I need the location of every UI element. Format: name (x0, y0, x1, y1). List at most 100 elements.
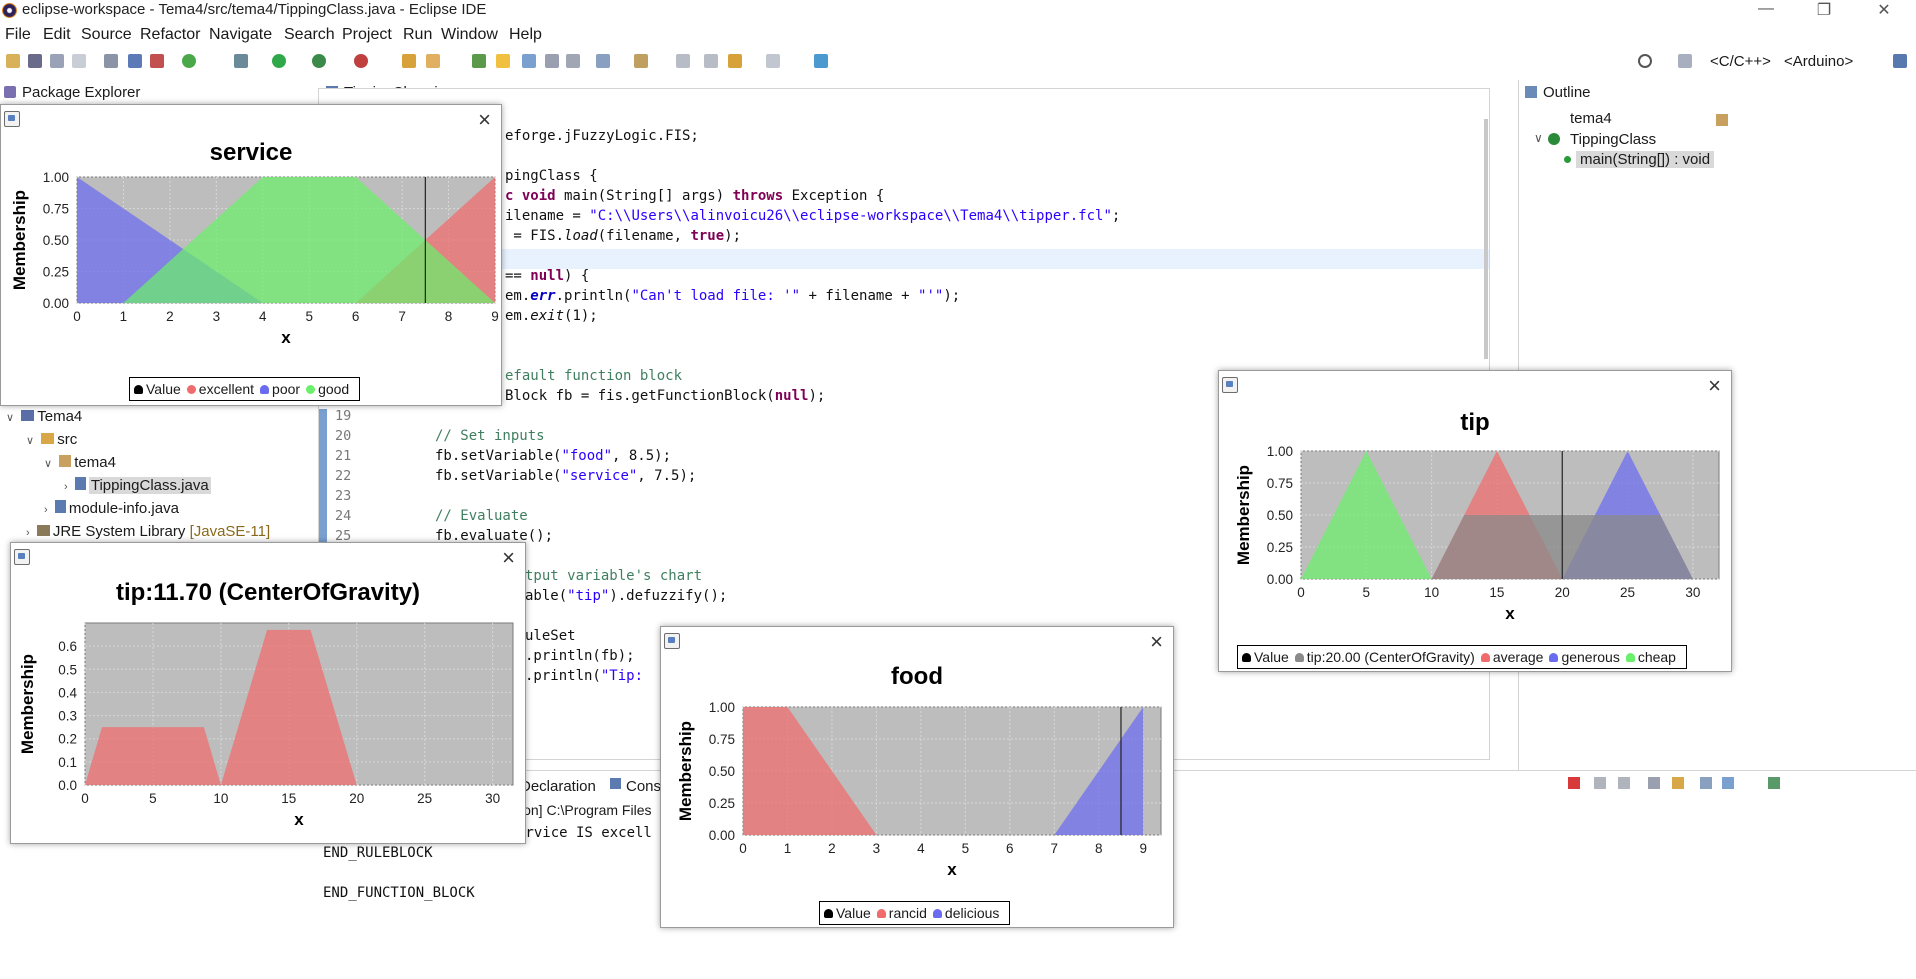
forward-arrow-icon[interactable] (766, 54, 780, 68)
tree-item-src[interactable]: ∨ src (26, 431, 78, 448)
block-selection-icon[interactable] (522, 54, 536, 68)
clear-console-icon[interactable] (1648, 777, 1660, 789)
java-file-icon (54, 500, 66, 513)
pin-console-icon[interactable] (1700, 777, 1712, 789)
build-icon[interactable] (104, 54, 118, 68)
package-icon (59, 455, 72, 467)
menu-file[interactable]: File (5, 26, 31, 43)
close-window-icon[interactable]: × (478, 107, 491, 132)
menu-edit[interactable]: Edit (43, 26, 71, 43)
last-edit-icon[interactable] (676, 54, 690, 68)
code-line: em.exit(1); (505, 308, 598, 324)
x-tick-label: 0 (81, 791, 89, 806)
package-explorer-title[interactable]: Package Explorer (22, 84, 141, 101)
search-toolbar-icon[interactable] (426, 54, 440, 68)
legend-swatch (1625, 652, 1635, 662)
code-line: eforge.jFuzzyLogic.FIS; (505, 128, 699, 144)
menu-help[interactable]: Help (509, 26, 542, 43)
tree-item-module-info[interactable]: › module-info.java (44, 500, 179, 517)
print-icon[interactable] (72, 54, 86, 68)
close-window-icon[interactable]: × (502, 545, 515, 570)
menu-run[interactable]: Run (403, 26, 433, 43)
legend-item: Value (824, 905, 871, 921)
save-all-icon[interactable] (50, 54, 64, 68)
remove-launch-icon[interactable] (1594, 777, 1606, 789)
back-icon[interactable] (704, 54, 718, 68)
perspective-arduino[interactable]: <Arduino> (1784, 53, 1854, 70)
legend-item: poor (260, 381, 300, 397)
coverage-icon[interactable] (312, 54, 326, 68)
code-line: em.err.println("Can't load file: '" + fi… (505, 288, 961, 304)
pin-editor-icon[interactable] (814, 54, 828, 68)
back-arrow-icon[interactable] (728, 54, 742, 68)
open-perspective-icon[interactable] (1678, 54, 1692, 68)
code-line: .println(fb); (525, 648, 635, 664)
open-type-icon[interactable] (402, 54, 416, 68)
outline-item-tippingclass[interactable]: TippingClass (1570, 131, 1657, 148)
terminate-icon[interactable] (1568, 777, 1580, 789)
line-number: 24 (335, 508, 352, 524)
expanded-chevron-icon[interactable]: ∨ (1534, 131, 1543, 145)
close-window-icon[interactable]: × (1150, 629, 1163, 654)
service-chart-window[interactable]: × service 0 1 2 3 4 5 6 7 8 9 0.00 0.25 0.50 0.75 1.00… (0, 104, 502, 406)
word-wrap-icon[interactable] (545, 54, 559, 68)
collapsed-chevron-icon: › (44, 504, 48, 516)
next-annotation-icon[interactable] (596, 54, 610, 68)
menu-source[interactable]: Source (81, 26, 132, 43)
show-console-icon[interactable] (1722, 777, 1734, 789)
show-whitespace-icon[interactable] (566, 54, 580, 68)
tree-item-tippingclass[interactable]: › TippingClass.java (64, 477, 211, 494)
java-file-icon (74, 477, 86, 490)
annotation-icon[interactable] (472, 54, 486, 68)
search-icon[interactable] (1638, 54, 1652, 68)
restore-icon[interactable]: ❐ (1816, 2, 1832, 19)
tree-item-tema4-package[interactable]: ∨ tema4 (44, 454, 116, 471)
method-icon (1564, 156, 1571, 163)
tip-chart-window[interactable]: × tip 0 5 10 15 20 25 30 0.00 0.25 0.50 0.75 1.00 x M… (1218, 370, 1732, 672)
menu-window[interactable]: Window (441, 26, 498, 43)
close-icon[interactable]: ✕ (1877, 2, 1891, 19)
chart-svg: 0 1 2 3 4 5 6 7 8 9 0.00 0.25 0.50 0.75 1.00 x Membershi… (10, 170, 499, 347)
debug-icon[interactable] (234, 54, 248, 68)
minimize-icon[interactable]: — (1758, 0, 1774, 17)
remove-all-icon[interactable] (1618, 777, 1630, 789)
line-number: 22 (335, 468, 352, 484)
food-chart-window[interactable]: × food 0 1 2 3 4 5 6 7 8 9 0.00 0.25 0.50 0.75 1.00 x Me… (660, 626, 1174, 928)
outline-title[interactable]: Outline (1543, 84, 1591, 101)
outline-icon (1525, 86, 1537, 98)
run-icon[interactable] (272, 54, 286, 68)
prev-annotation-icon[interactable] (634, 54, 648, 68)
tab-console[interactable]: Conso (626, 778, 670, 795)
scroll-lock-icon[interactable] (1672, 777, 1684, 789)
java-perspective-icon[interactable] (1893, 54, 1907, 68)
editor-scrollbar[interactable] (1484, 119, 1488, 359)
tree-item-jre-library[interactable]: › JRE System Library [JavaSE-11] (26, 523, 271, 540)
console-line: ervice IS excell (517, 825, 652, 841)
open-console-icon[interactable] (1768, 777, 1780, 789)
menu-project[interactable]: Project (342, 26, 392, 43)
code-line: == null) { (505, 268, 590, 284)
save-icon[interactable] (28, 54, 42, 68)
new-wizard-icon[interactable] (182, 54, 196, 68)
cursor-icon[interactable] (128, 54, 142, 68)
external-tools-icon[interactable] (354, 54, 368, 68)
chart-title: food (891, 663, 943, 690)
tip-result-chart-window[interactable]: × tip:11.70 (CenterOfGravity) 0 5 10 15 20 25… (10, 542, 526, 844)
menu-search[interactable]: Search (284, 26, 335, 43)
code-line: ilename = "C:\\Users\\alinvoicu26\\eclip… (505, 208, 1121, 224)
chart-legend: Value rancid delicious (819, 901, 1011, 925)
tree-item-tema4-project[interactable]: ∨ Tema4 (6, 408, 83, 425)
menu-navigate[interactable]: Navigate (209, 26, 273, 43)
tab-declaration[interactable]: Declaration (520, 778, 596, 795)
new-icon[interactable] (6, 54, 20, 68)
chart-title: service (209, 139, 293, 166)
outline-item-tema4[interactable]: tema4 (1570, 110, 1612, 127)
outline-item-main[interactable]: main(String[]) : void (1576, 151, 1715, 168)
skip-breakpoints-icon[interactable] (150, 54, 164, 68)
menu-refactor[interactable]: Refactor (140, 26, 201, 43)
close-window-icon[interactable]: × (1708, 373, 1721, 398)
mark-occurrences-icon[interactable] (496, 54, 510, 68)
collapsed-chevron-icon: › (64, 481, 68, 493)
perspective-c-cpp[interactable]: <C/C++> (1710, 53, 1771, 70)
y-tick-label: 0.50 (709, 764, 735, 779)
